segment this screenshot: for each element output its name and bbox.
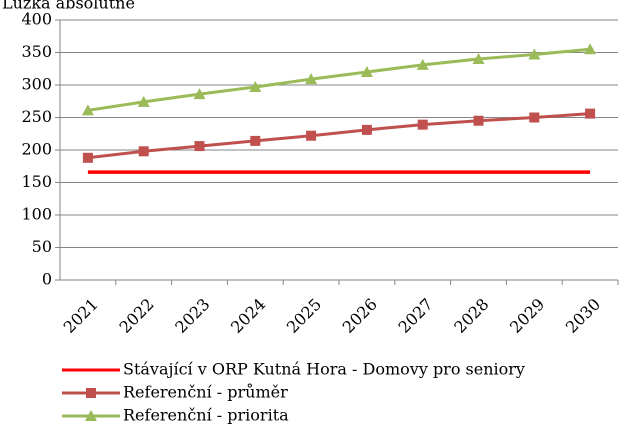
marker — [361, 124, 372, 135]
marker — [360, 66, 373, 77]
marker — [416, 58, 429, 70]
marker — [81, 104, 94, 116]
marker — [138, 146, 149, 157]
marker — [193, 88, 206, 100]
marker — [85, 410, 97, 421]
x-tick-label: 2021 — [60, 295, 102, 337]
y-tick-label: 50 — [32, 237, 52, 256]
legend-label: Referenční - priorita — [123, 406, 289, 425]
marker — [528, 48, 541, 60]
y-tick-label: 350 — [21, 42, 52, 61]
marker — [529, 112, 540, 123]
marker — [86, 388, 96, 398]
x-tick-label: 2030 — [562, 295, 604, 337]
y-tick-label: 0 — [42, 270, 52, 289]
x-tick-label: 2025 — [283, 295, 325, 337]
y-tick-label: 300 — [21, 75, 52, 94]
x-tick-label: 2022 — [115, 295, 157, 337]
y-tick-label: 150 — [21, 172, 52, 191]
marker — [585, 108, 596, 119]
marker — [584, 43, 597, 55]
marker — [250, 135, 261, 146]
x-tick-label: 2023 — [171, 295, 213, 337]
y-tick-label: 400 — [21, 10, 52, 29]
legend-label: Referenční - průměr — [123, 383, 288, 402]
legend-label: Stávající v ORP Kutná Hora - Domovy pro … — [123, 360, 525, 379]
y-tick-label: 100 — [21, 205, 52, 224]
marker — [194, 141, 205, 152]
marker — [306, 130, 317, 141]
x-tick-label: 2029 — [506, 295, 548, 337]
series-line — [87, 47, 591, 112]
x-tick-label: 2027 — [394, 295, 436, 337]
y-tick-label: 250 — [21, 107, 52, 126]
marker — [472, 53, 485, 64]
marker — [473, 115, 484, 126]
chart-title: Lůžka absolutně — [2, 0, 135, 13]
legend: Stávající v ORP Kutná Hora - Domovy pro … — [62, 360, 525, 425]
x-tick-label: 2026 — [339, 295, 381, 337]
marker — [249, 80, 262, 92]
x-tick-label: 2028 — [450, 295, 492, 337]
marker — [417, 119, 428, 130]
series-line — [87, 112, 591, 160]
marker — [305, 73, 318, 85]
y-tick-label: 200 — [21, 140, 52, 159]
x-tick-label: 2024 — [227, 295, 269, 337]
marker — [82, 152, 93, 163]
marker — [137, 95, 150, 107]
